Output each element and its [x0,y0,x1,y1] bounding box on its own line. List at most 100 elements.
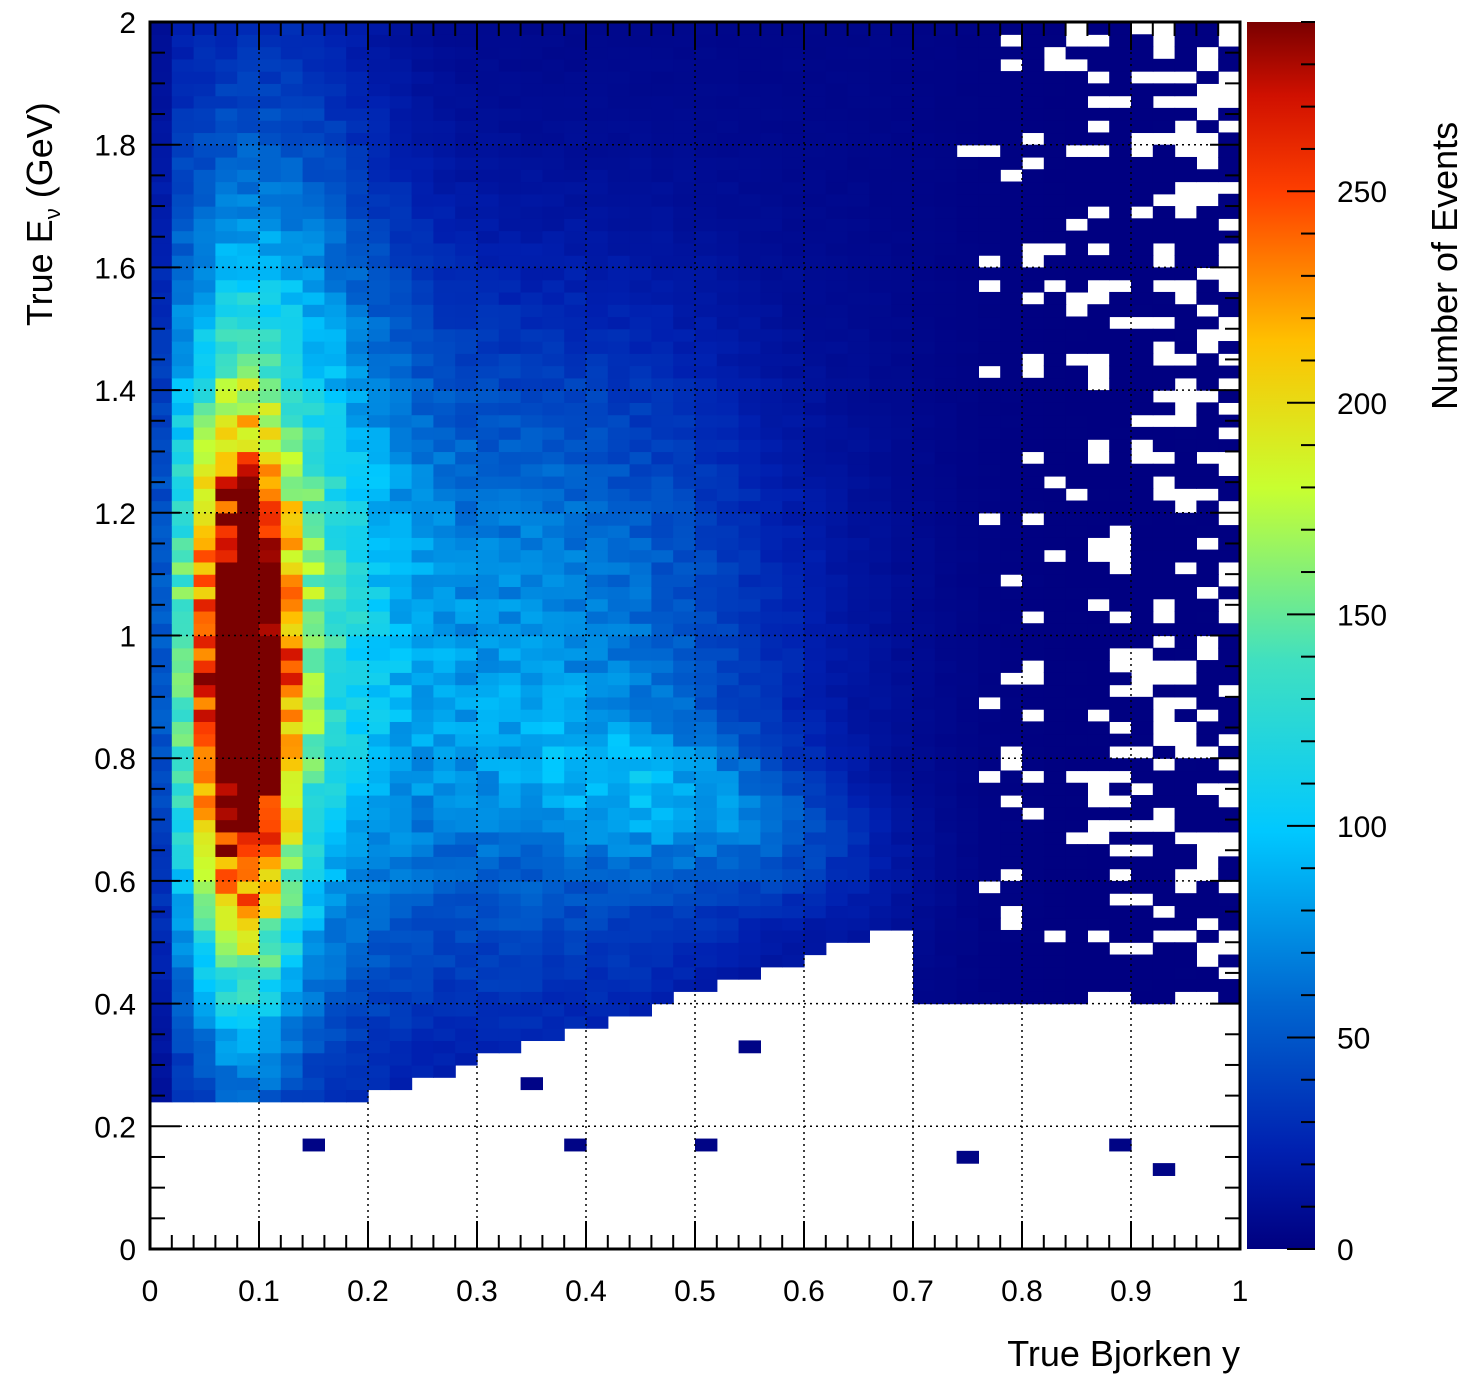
heatmap-cell [586,83,609,97]
heatmap-cell [1131,831,1154,845]
heatmap-cell [629,46,652,60]
heatmap-cell [586,451,609,465]
heatmap-cell [542,1003,565,1017]
heatmap-cell [760,610,783,624]
heatmap-cell [738,635,761,649]
heatmap-cell [716,733,740,747]
heatmap-cell [1087,696,1110,710]
heatmap-cell [782,831,805,845]
heatmap-cell [1109,377,1132,391]
heatmap-cell [498,844,522,857]
heatmap-cell [629,733,652,747]
heatmap-cell [607,868,631,882]
heatmap-cell [891,193,914,207]
heatmap-cell [1000,844,1023,857]
heatmap-cell [1152,169,1176,183]
heatmap-cell [215,512,238,526]
heatmap-cell [324,856,347,870]
heatmap-cell [825,414,849,428]
heatmap-cell [738,242,761,256]
heatmap-cell [934,500,958,514]
heatmap-cell [1087,512,1110,526]
heatmap-cell [695,880,718,894]
heatmap-cell [171,1003,195,1017]
heatmap-cell [760,917,783,931]
heatmap-cell [171,144,195,158]
heatmap-cell [847,255,870,268]
heatmap-cell [760,696,783,710]
heatmap-cell [651,58,674,72]
heatmap-cell [1000,255,1023,268]
heatmap-cell [215,291,238,305]
heatmap-cell [956,230,979,244]
heatmap-cell [956,549,979,563]
heatmap-cell [389,954,413,968]
heatmap-cell [651,230,674,244]
heatmap-cell [280,549,304,563]
heatmap-cell [913,95,936,109]
heatmap-cell [1109,929,1132,943]
heatmap-cell [913,966,936,980]
heatmap-cell [542,304,565,318]
heatmap-cell [1065,414,1088,428]
heatmap-cell [171,279,195,293]
heatmap-cell [302,22,325,35]
heatmap-cell [1043,132,1067,146]
heatmap-cell [1131,696,1154,710]
y-tick-label: 0 [119,1234,136,1267]
heatmap-cell [171,623,195,637]
heatmap-cell [411,610,434,624]
heatmap-cell [1131,193,1154,207]
heatmap-cell [302,144,325,158]
heatmap-cell [586,1003,609,1017]
heatmap-cell [978,684,1001,698]
heatmap-cell [673,721,696,735]
heatmap-cell [1065,206,1088,219]
heatmap-cell [302,365,325,379]
heatmap-cell [586,549,609,563]
heatmap-cell [259,1040,282,1054]
heatmap-cell [542,169,565,183]
heatmap-cell [586,58,609,72]
heatmap-cell [607,451,631,465]
heatmap-cell [368,954,391,968]
heatmap-cell [237,156,260,170]
heatmap-cell [368,169,391,183]
heatmap-cell [477,463,500,477]
heatmap-cell [171,672,195,686]
heatmap-cell [411,721,434,735]
heatmap-cell [542,966,565,980]
heatmap-cell [869,905,892,919]
heatmap-cell [782,610,805,624]
grid-lines [150,22,1240,1249]
heatmap-cell [956,709,979,722]
heatmap-cell [389,488,413,502]
heatmap-cell [237,267,260,281]
heatmap-cell [978,500,1001,514]
heatmap-cell [171,439,195,453]
heatmap-cell [782,880,805,894]
heatmap-cell [607,905,631,919]
heatmap-cell [302,1089,325,1103]
heatmap-cell [1087,660,1110,673]
heatmap-cell [280,537,304,551]
heatmap-cell [934,733,958,747]
heatmap-cell [738,745,761,759]
heatmap-cell [956,279,979,293]
heatmap-cell [607,95,631,109]
heatmap-cell [804,377,827,391]
heatmap-cell [324,574,347,588]
heatmap-cell [215,328,238,342]
heatmap-cell [368,341,391,354]
heatmap-cell [477,206,500,219]
heatmap-cell [586,537,609,551]
heatmap-cell [433,598,456,612]
heatmap-cell [607,770,631,784]
heatmap-cell [891,267,914,281]
heatmap-cell [651,71,674,84]
heatmap-cell [1000,807,1023,821]
heatmap-cell [651,537,674,551]
heatmap-cell [171,132,195,146]
heatmap-cell [804,291,827,305]
heatmap-cell [346,1089,369,1103]
